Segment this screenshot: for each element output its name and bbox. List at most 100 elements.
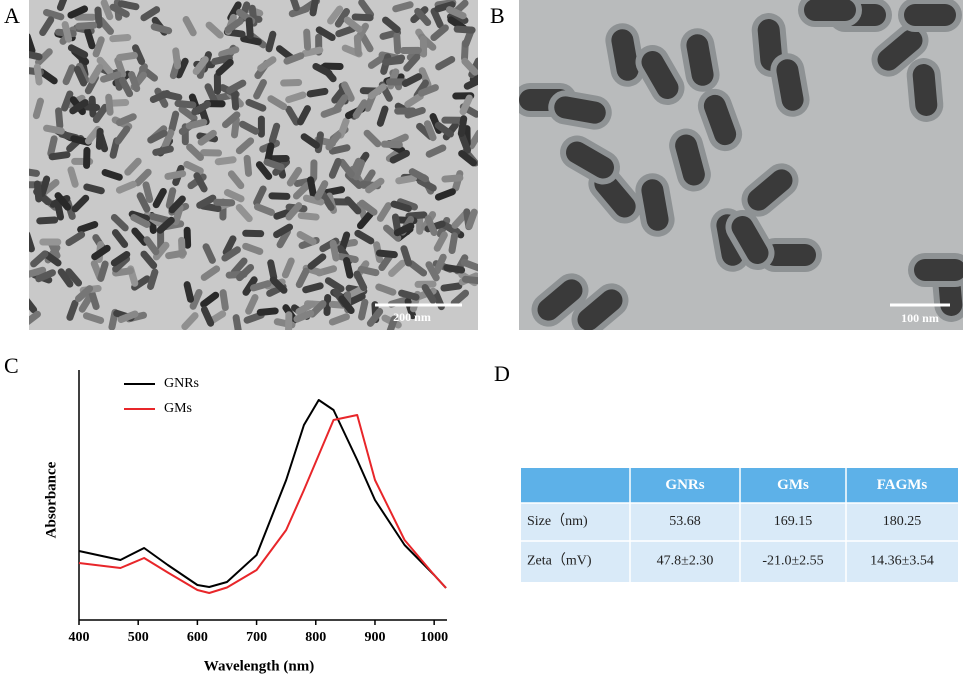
nanorod [83, 146, 91, 169]
nanorod [453, 25, 476, 34]
nanorod [232, 314, 243, 330]
nanorod [747, 169, 793, 211]
nanorod [263, 158, 285, 171]
nanorod [38, 175, 51, 197]
nanorod [434, 188, 456, 201]
nanorod [393, 222, 415, 237]
scale-bar-label: 200 nm [393, 310, 431, 324]
nanorod [425, 261, 440, 282]
nanorod [35, 48, 53, 66]
nanorod [56, 0, 70, 12]
nanorod [390, 200, 412, 213]
nanorod [128, 210, 151, 222]
nanorod [434, 121, 454, 138]
nanorod [192, 56, 209, 75]
nanorod [450, 289, 470, 307]
nanorod [33, 180, 43, 203]
nanorod [183, 281, 195, 303]
nanorod [764, 244, 816, 266]
nanorod [280, 78, 303, 87]
nanorod [147, 129, 168, 144]
nanorod [178, 105, 198, 122]
nanorod [67, 5, 89, 19]
nanorod [57, 268, 74, 288]
nanorod [172, 47, 182, 70]
nanorod [285, 105, 300, 126]
nanorod [29, 167, 40, 177]
nanorod [877, 29, 923, 71]
nanorod [395, 174, 418, 185]
nanorod [92, 36, 105, 58]
nanorod [463, 76, 478, 90]
nanorod [327, 5, 344, 25]
x-tick-label: 800 [305, 630, 326, 645]
x-tick-label: 500 [128, 630, 149, 645]
nanorod [440, 282, 463, 292]
tem-rods-b [519, 0, 963, 330]
nanorod [285, 311, 293, 330]
nanorod [33, 63, 43, 86]
nanorod [389, 149, 411, 164]
series-line [78, 414, 447, 594]
nanorod [62, 64, 76, 86]
nanorod [465, 208, 478, 230]
nanorod [242, 242, 264, 255]
nanorod [329, 239, 340, 262]
nanorod [83, 183, 105, 195]
nanorod [101, 169, 123, 181]
nanorod [403, 53, 421, 72]
nanorod [296, 231, 317, 246]
nanorod [250, 280, 272, 292]
nanorod [136, 192, 151, 213]
nanorod [408, 260, 428, 277]
nanorod [226, 79, 247, 94]
nanorod [74, 13, 97, 21]
nanorod [319, 191, 335, 211]
nanorod [419, 35, 428, 58]
nanorod [147, 268, 159, 290]
nanorod [268, 122, 281, 145]
table-cell: 14.36±3.54 [870, 554, 934, 569]
nanorod [301, 46, 324, 57]
nanorod [257, 56, 277, 72]
nanorod [441, 116, 464, 124]
nanorod [351, 13, 374, 22]
nanorod [365, 177, 385, 194]
nanorod [310, 159, 318, 182]
nanorod [149, 89, 171, 103]
nanorod [686, 34, 714, 86]
nanorod [408, 168, 429, 183]
nanorod [221, 246, 241, 262]
nanorod [112, 255, 131, 273]
nanorod [211, 54, 233, 65]
nanorod [134, 168, 152, 187]
nanorod [554, 96, 606, 124]
nanorod [117, 0, 140, 11]
nanorod [385, 315, 398, 330]
nanorod [448, 232, 459, 255]
nanorod [358, 0, 375, 19]
nanorod [382, 16, 401, 34]
nanorod [230, 257, 248, 276]
nanorod [132, 44, 146, 65]
nanorod [200, 265, 221, 281]
nanorod [140, 6, 161, 22]
table-cell: -21.0±2.55 [762, 554, 823, 569]
nanorod [400, 245, 413, 267]
nanorod [214, 156, 237, 166]
nanorod [36, 216, 59, 225]
nanorod [196, 194, 217, 209]
nanorod [461, 275, 478, 285]
nanorod [94, 6, 103, 29]
nanorod [703, 94, 737, 146]
nanorod [392, 1, 414, 13]
nanorod [29, 266, 47, 278]
nanorod [424, 215, 438, 236]
panel-label: B [490, 3, 505, 28]
x-tick-label: 700 [246, 630, 267, 645]
nanorod [61, 90, 74, 112]
nanorod [323, 294, 332, 317]
nanorod [338, 158, 355, 178]
nanorod [363, 129, 382, 148]
